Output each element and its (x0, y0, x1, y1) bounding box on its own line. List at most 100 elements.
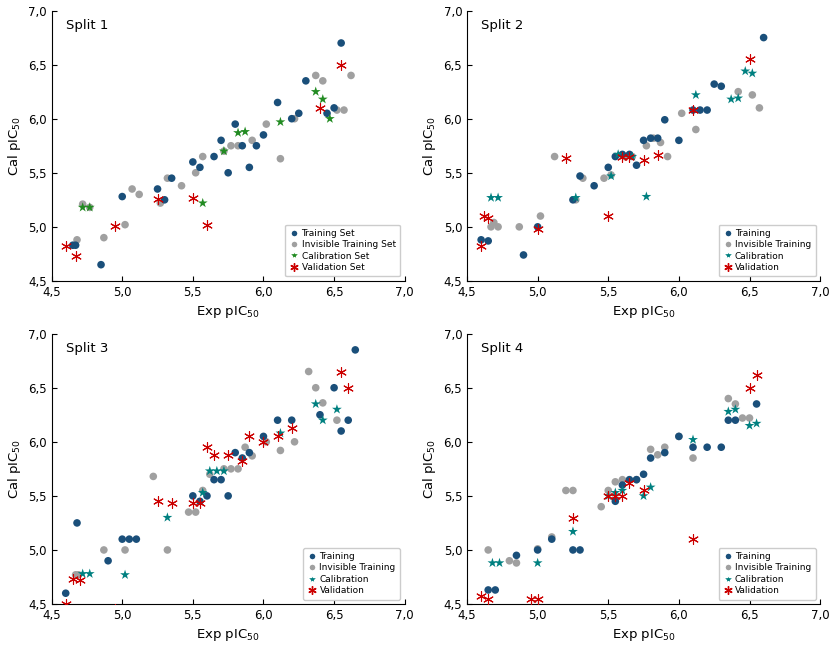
Point (207, 474, 220, 485)
Point (615, 491, 629, 501)
Point (72, 570, 85, 580)
Point (743, 382, 757, 393)
Point (707, 79, 721, 90)
Point (531, 593, 544, 604)
Y-axis label: Cal pIC$_{50}$: Cal pIC$_{50}$ (6, 439, 23, 499)
Point (288, 437, 301, 447)
Point (743, 413, 757, 423)
Point (165, 498, 179, 509)
Point (158, 195, 171, 205)
Point (161, 512, 175, 522)
Point (200, 491, 214, 501)
Point (630, 160, 643, 171)
Point (566, 545, 579, 555)
Point (335, 38, 348, 48)
Point (517, 250, 530, 260)
Point (721, 393, 735, 404)
Point (133, 190, 146, 200)
Point (651, 151, 665, 161)
Point (736, 413, 749, 423)
Point (257, 437, 271, 447)
Point (609, 491, 622, 501)
Point (327, 103, 341, 113)
Point (625, 151, 639, 162)
Point (316, 398, 330, 408)
Point (239, 127, 252, 137)
Point (271, 431, 284, 441)
Point (215, 135, 228, 145)
Point (637, 154, 650, 165)
Point (701, 105, 714, 116)
Point (76, 199, 89, 210)
Point (672, 431, 686, 441)
Point (715, 81, 728, 92)
Point (309, 86, 322, 97)
Point (588, 180, 601, 191)
Point (274, 117, 287, 127)
Point (119, 570, 132, 580)
Point (672, 431, 686, 441)
Point (731, 86, 745, 97)
Point (335, 426, 348, 436)
Point (545, 532, 559, 542)
Text: Split 4: Split 4 (481, 342, 524, 355)
Point (478, 211, 491, 221)
Point (250, 141, 263, 151)
Point (245, 450, 259, 461)
Point (615, 480, 629, 490)
Legend: Training, Invisible Training, Calibration, Validation: Training, Invisible Training, Calibratio… (303, 548, 400, 600)
Point (182, 507, 195, 517)
Point (196, 198, 210, 208)
Point (225, 141, 238, 151)
Point (76, 569, 89, 579)
Point (739, 66, 752, 77)
Point (637, 491, 650, 501)
Point (623, 478, 636, 488)
Point (686, 534, 700, 545)
Point (101, 556, 114, 566)
Point (654, 138, 667, 148)
Point (524, 593, 537, 604)
Point (510, 550, 524, 561)
Point (630, 474, 643, 485)
Point (644, 133, 657, 143)
Point (115, 534, 129, 545)
Point (83, 569, 96, 579)
Point (119, 219, 132, 230)
Point (566, 485, 579, 496)
Point (285, 415, 298, 425)
Point (623, 474, 636, 485)
Point (154, 198, 167, 208)
Point (644, 482, 657, 493)
Point (123, 534, 136, 545)
Point (750, 369, 763, 380)
Point (69, 240, 83, 251)
Legend: Training, Invisible Training, Calibration, Validation: Training, Invisible Training, Calibratio… (719, 225, 816, 276)
Point (225, 463, 238, 474)
Point (337, 105, 351, 116)
Point (729, 398, 742, 409)
Point (271, 97, 284, 108)
Point (605, 170, 618, 180)
Point (531, 545, 544, 555)
Point (59, 599, 73, 609)
Point (609, 487, 622, 498)
Point (609, 476, 622, 487)
Point (492, 222, 505, 232)
Point (229, 447, 242, 458)
Point (597, 173, 610, 184)
X-axis label: Exp pIC$_{50}$: Exp pIC$_{50}$ (612, 628, 676, 643)
Point (672, 135, 686, 145)
Point (335, 366, 348, 376)
Point (302, 366, 316, 376)
Point (235, 453, 249, 463)
Point (70, 518, 84, 528)
Point (482, 213, 495, 223)
Point (235, 456, 249, 467)
Point (601, 491, 615, 501)
Point (658, 115, 671, 125)
Point (601, 211, 615, 221)
Point (147, 471, 160, 482)
Point (83, 202, 96, 213)
Point (750, 398, 763, 409)
